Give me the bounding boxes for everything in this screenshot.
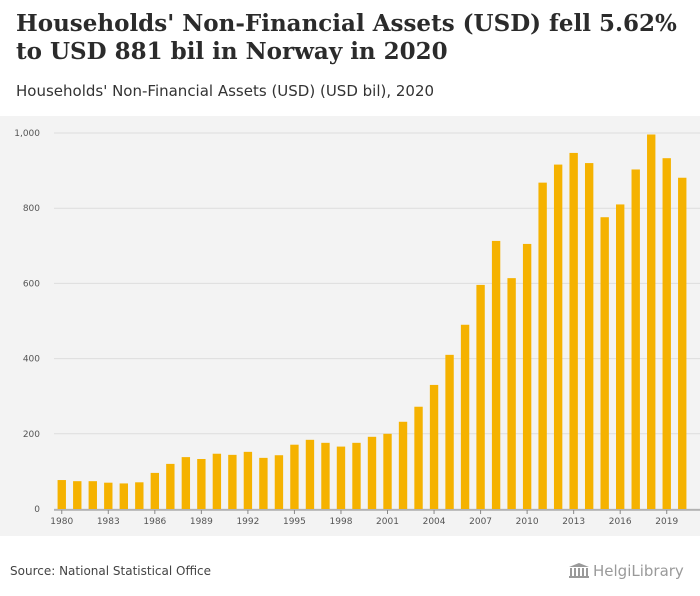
source-note: Source: National Statistical Office: [10, 564, 212, 578]
bar-2018[interactable]: [647, 134, 656, 509]
bar-2007[interactable]: [476, 284, 485, 509]
bar-1986[interactable]: [150, 472, 160, 509]
bar-1989[interactable]: [197, 458, 206, 509]
x-tick-label: 1980: [50, 517, 73, 527]
bar-2019[interactable]: [662, 158, 671, 509]
bar-1998[interactable]: [336, 446, 346, 509]
y-tick-label: 0: [34, 505, 40, 515]
bar-2014[interactable]: [584, 163, 594, 509]
bar-2013[interactable]: [569, 152, 578, 509]
bar-2001[interactable]: [383, 433, 392, 509]
bar-chart: 0 200 400 600 800 1,000 1980 1983 1986 1989 1992 19…: [14, 129, 700, 527]
bar-1993[interactable]: [259, 457, 268, 509]
x-tick-label: 1998: [330, 517, 353, 527]
bar-2020[interactable]: [678, 177, 687, 509]
y-tick-label: 800: [23, 204, 40, 214]
x-tick-label: 1989: [190, 517, 213, 527]
x-tick-label: 1992: [236, 517, 259, 527]
x-tick-label: 1995: [283, 517, 306, 527]
bar-2011[interactable]: [538, 182, 547, 509]
bar-1987[interactable]: [166, 463, 175, 509]
y-tick-label: 600: [23, 279, 40, 289]
y-tick-label: 200: [23, 430, 40, 440]
bar-1996[interactable]: [305, 439, 315, 509]
bar-1980[interactable]: [57, 480, 66, 509]
x-tick-label: 2019: [655, 517, 678, 527]
bar-1992[interactable]: [243, 451, 253, 509]
chart-title: Households' Non-Financial Assets (USD) f…: [16, 10, 677, 65]
brand-logo[interactable]: HelgiLibrary: [568, 562, 684, 580]
bar-2003[interactable]: [414, 406, 423, 509]
bar-1995[interactable]: [290, 444, 299, 509]
bar-2006[interactable]: [460, 324, 470, 509]
library-building-icon: [569, 563, 589, 578]
bar-2010[interactable]: [522, 243, 532, 510]
bar-2004[interactable]: [429, 384, 439, 509]
bar-2008[interactable]: [491, 240, 501, 510]
bar-1985[interactable]: [135, 482, 144, 509]
bar-1997[interactable]: [321, 442, 330, 509]
bar-2009[interactable]: [507, 278, 516, 509]
x-tick-label: 2007: [469, 517, 492, 527]
x-tick-label: 2001: [376, 517, 399, 527]
bar-2005[interactable]: [445, 354, 454, 509]
y-tick-label: 400: [23, 355, 40, 365]
bar-1982[interactable]: [88, 481, 97, 509]
x-tick-label: 1983: [97, 517, 120, 527]
x-tick-label: 2013: [562, 517, 585, 527]
plot-area: [0, 116, 700, 536]
bar-1983[interactable]: [104, 482, 113, 509]
y-tick-label: 1,000: [14, 129, 40, 139]
bar-1984[interactable]: [119, 483, 128, 509]
bar-2000[interactable]: [367, 436, 377, 509]
x-tick-label: 1986: [143, 517, 166, 527]
brand-name: HelgiLibrary: [593, 562, 684, 580]
bar-1991[interactable]: [228, 454, 237, 509]
x-tick-label: 2004: [423, 517, 446, 527]
bar-1981[interactable]: [73, 481, 82, 509]
chart-subtitle: Households' Non-Financial Assets (USD) (…: [16, 82, 435, 100]
bar-1988[interactable]: [181, 457, 191, 509]
bar-2015[interactable]: [600, 217, 609, 509]
bar-2017[interactable]: [631, 169, 640, 510]
x-tick-label: 2010: [516, 517, 539, 527]
bar-1999[interactable]: [352, 442, 361, 509]
x-tick-label: 2016: [609, 517, 632, 527]
bar-1990[interactable]: [212, 453, 222, 509]
bar-2012[interactable]: [553, 164, 563, 510]
bar-2002[interactable]: [398, 421, 408, 509]
bar-1994[interactable]: [274, 455, 284, 509]
bar-2016[interactable]: [616, 204, 625, 509]
